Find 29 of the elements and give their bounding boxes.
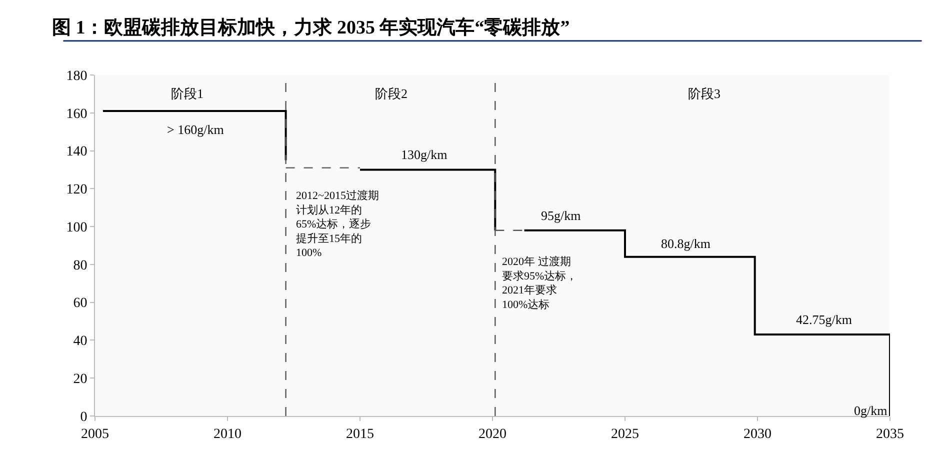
annotation: 阶段1 — [171, 86, 204, 101]
y-tick-label: 140 — [66, 144, 88, 160]
annotation: 2020年 过渡期要求95%达标，2021年要求100%达标 — [502, 255, 578, 311]
annotation: 0g/km — [854, 403, 888, 418]
y-tick-label: 80 — [73, 258, 88, 274]
x-tick-label: 2030 — [744, 426, 772, 442]
annotation: 80.8g/km — [661, 236, 710, 251]
chart-title: 图 1：欧盟碳排放目标加快，力求 2035 年实现汽车“零碳排放” — [52, 16, 570, 39]
x-tick-label: 2025 — [611, 426, 639, 442]
y-tick-label: 160 — [66, 106, 88, 122]
annotation: 阶段3 — [688, 86, 720, 101]
x-tick-label: 2035 — [876, 426, 904, 442]
y-tick-label: 20 — [73, 372, 88, 388]
x-tick-label: 2015 — [346, 426, 374, 442]
annotation: 2012~2015过渡期计划从12年的65%达标，逐步提升至15年的100% — [296, 189, 379, 260]
x-tick-label: 2010 — [214, 426, 242, 442]
annotation: > 160g/km — [167, 122, 224, 137]
y-tick-label: 40 — [73, 334, 88, 350]
y-tick-label: 60 — [73, 296, 88, 312]
y-tick-label: 100 — [66, 220, 88, 236]
annotation: 阶段2 — [375, 86, 408, 101]
y-tick-label: 120 — [66, 182, 88, 198]
x-tick-label: 2005 — [81, 426, 109, 442]
y-tick-label: 0 — [80, 410, 88, 425]
annotation: 130g/km — [401, 147, 448, 162]
y-tick-label: 180 — [66, 68, 88, 84]
x-tick-label: 2020 — [478, 426, 506, 442]
annotation: 42.75g/km — [796, 312, 852, 327]
annotation: 95g/km — [541, 208, 581, 223]
